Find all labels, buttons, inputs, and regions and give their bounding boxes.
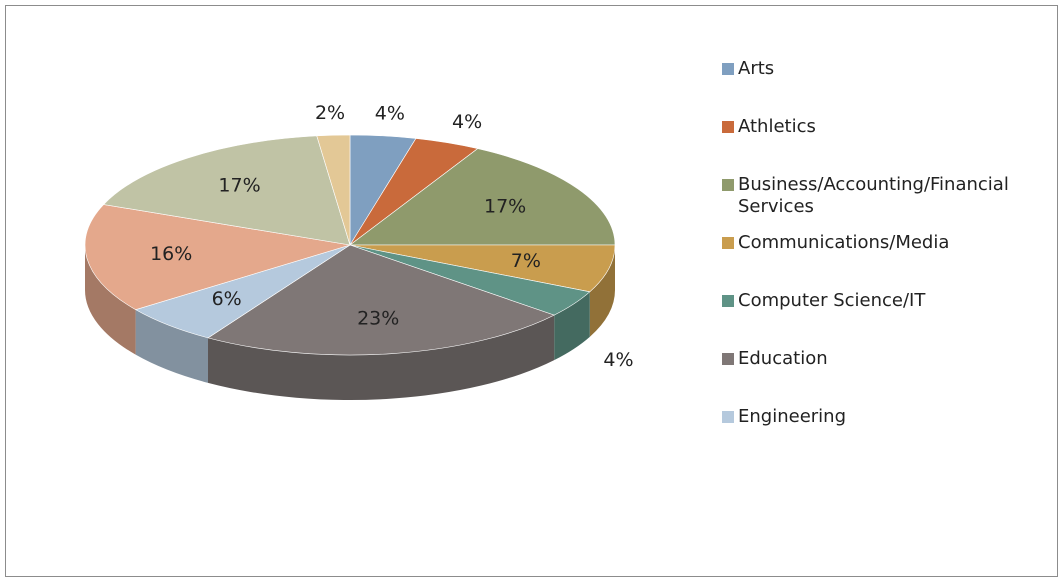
legend-label: Business/Accounting/Financial Services xyxy=(738,174,1009,217)
data-label: 4% xyxy=(603,349,633,371)
data-label: 17% xyxy=(218,174,260,196)
pie-tops xyxy=(84,134,616,356)
slice-side xyxy=(85,245,136,355)
slice-side xyxy=(135,309,209,383)
legend-item: Communications/Media xyxy=(722,232,1052,290)
data-label: 17% xyxy=(484,195,526,217)
legend-swatch xyxy=(722,63,734,75)
data-label: 4% xyxy=(452,111,482,133)
legend-swatch xyxy=(722,411,734,423)
pie-sides xyxy=(85,245,615,400)
legend-label: Communications/Media xyxy=(738,232,950,253)
legend-swatch xyxy=(722,237,734,249)
pie-slice xyxy=(349,148,616,246)
pie-slice xyxy=(349,244,616,293)
legend-swatch xyxy=(722,121,734,133)
legend: Arts Athletics Business/Accounting/Financi… xyxy=(722,58,1052,464)
legend-swatch xyxy=(722,353,734,365)
legend-label: Arts xyxy=(738,58,775,79)
data-label: 2% xyxy=(315,102,345,124)
legend-label: Engineering xyxy=(738,406,846,427)
legend-swatch xyxy=(722,179,734,191)
legend-label: Computer Science/IT xyxy=(738,290,926,311)
data-label: 4% xyxy=(375,103,405,125)
data-label: 23% xyxy=(357,307,399,329)
legend-item: Business/Accounting/Financial Services xyxy=(722,174,1052,232)
legend-item: Engineering xyxy=(722,406,1052,464)
legend-label: Education xyxy=(738,348,828,369)
data-label: 16% xyxy=(150,243,192,265)
pie-slice xyxy=(316,134,351,246)
pie-slice xyxy=(207,244,555,356)
data-labels: 4% 4% 17% 7% 4% 23% 6% 16% 17% 2% xyxy=(150,102,633,371)
slice-side xyxy=(208,315,555,400)
legend-label: Athletics xyxy=(738,116,816,137)
legend-swatch xyxy=(722,295,734,307)
legend-item: Arts xyxy=(722,58,1052,116)
pie-slice xyxy=(84,204,351,310)
legend-item: Education xyxy=(722,348,1052,406)
data-label: 7% xyxy=(511,250,541,272)
slice-side xyxy=(554,291,590,361)
pie-slice xyxy=(102,135,351,246)
legend-item: Athletics xyxy=(722,116,1052,174)
legend-item: Computer Science/IT xyxy=(722,290,1052,348)
data-label: 6% xyxy=(212,288,242,310)
slice-side xyxy=(589,245,615,337)
